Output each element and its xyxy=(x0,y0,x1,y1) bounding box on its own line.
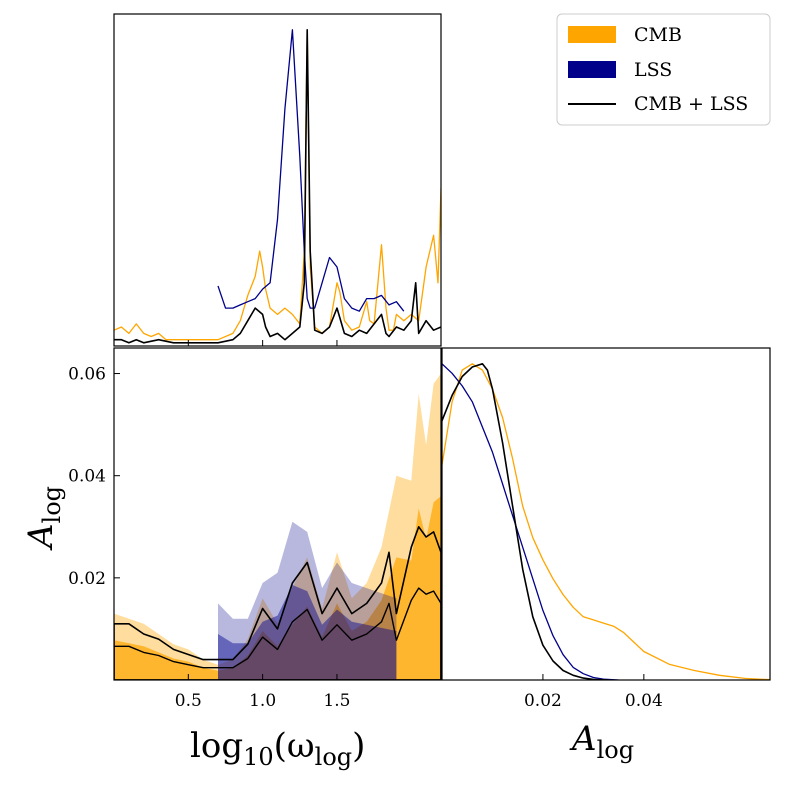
x-tick-label-omega: 1.0 xyxy=(249,691,276,711)
x-axis-label-alog: Alog xyxy=(569,719,634,764)
x-tick-label-alog: 0.04 xyxy=(625,691,663,711)
contour-95-cmb xyxy=(114,373,441,680)
marginal-alog-line-cmb-lss xyxy=(442,363,609,680)
marginal-omega-line-cmb-lss xyxy=(114,29,441,344)
panel-2d-frame xyxy=(113,347,442,681)
contour-68-cmb-lss xyxy=(114,587,441,680)
marginal-omega-line-lss xyxy=(217,29,405,312)
x-tick-label-omega: 0.5 xyxy=(175,691,202,711)
contour-fills xyxy=(114,373,441,680)
x-axis-label-omega: log10(ωlog) xyxy=(190,726,365,771)
y-tick-label-alog: 0.06 xyxy=(68,365,106,385)
panel-right-frame xyxy=(441,347,771,681)
contour-68-cmb xyxy=(114,496,441,680)
marginal-omega-curves xyxy=(114,29,441,344)
contour-95-cmb-lss xyxy=(114,526,441,680)
legend: CMB LSS CMB + LSS xyxy=(556,13,771,126)
y-axis-label-alog: Alog xyxy=(21,486,66,551)
legend-swatch-cmb xyxy=(568,26,616,43)
legend-label-cmb-lss: CMB + LSS xyxy=(634,93,748,115)
y-tick-label-alog: 0.04 xyxy=(68,467,106,487)
legend-label-lss: LSS xyxy=(634,59,672,81)
marginal-omega-line-cmb xyxy=(114,29,441,341)
marginal-alog-line-lss xyxy=(442,363,619,680)
tick-marks: 0.5 1.0 1.5 0.02 0.04 0.06 0.02 0.04 xyxy=(68,340,663,711)
contour-68-lss xyxy=(218,585,397,680)
panel-top-frame xyxy=(113,13,442,347)
contour-lines xyxy=(114,526,441,680)
legend-label-cmb: CMB xyxy=(634,24,682,46)
legend-swatch-lss xyxy=(568,61,616,78)
x-tick-label-alog: 0.02 xyxy=(524,691,562,711)
y-tick-label-alog: 0.02 xyxy=(68,569,106,589)
marginal-alog-line-cmb xyxy=(442,363,770,680)
marginal-alog-curves xyxy=(442,363,770,680)
x-tick-label-omega: 1.5 xyxy=(323,691,350,711)
